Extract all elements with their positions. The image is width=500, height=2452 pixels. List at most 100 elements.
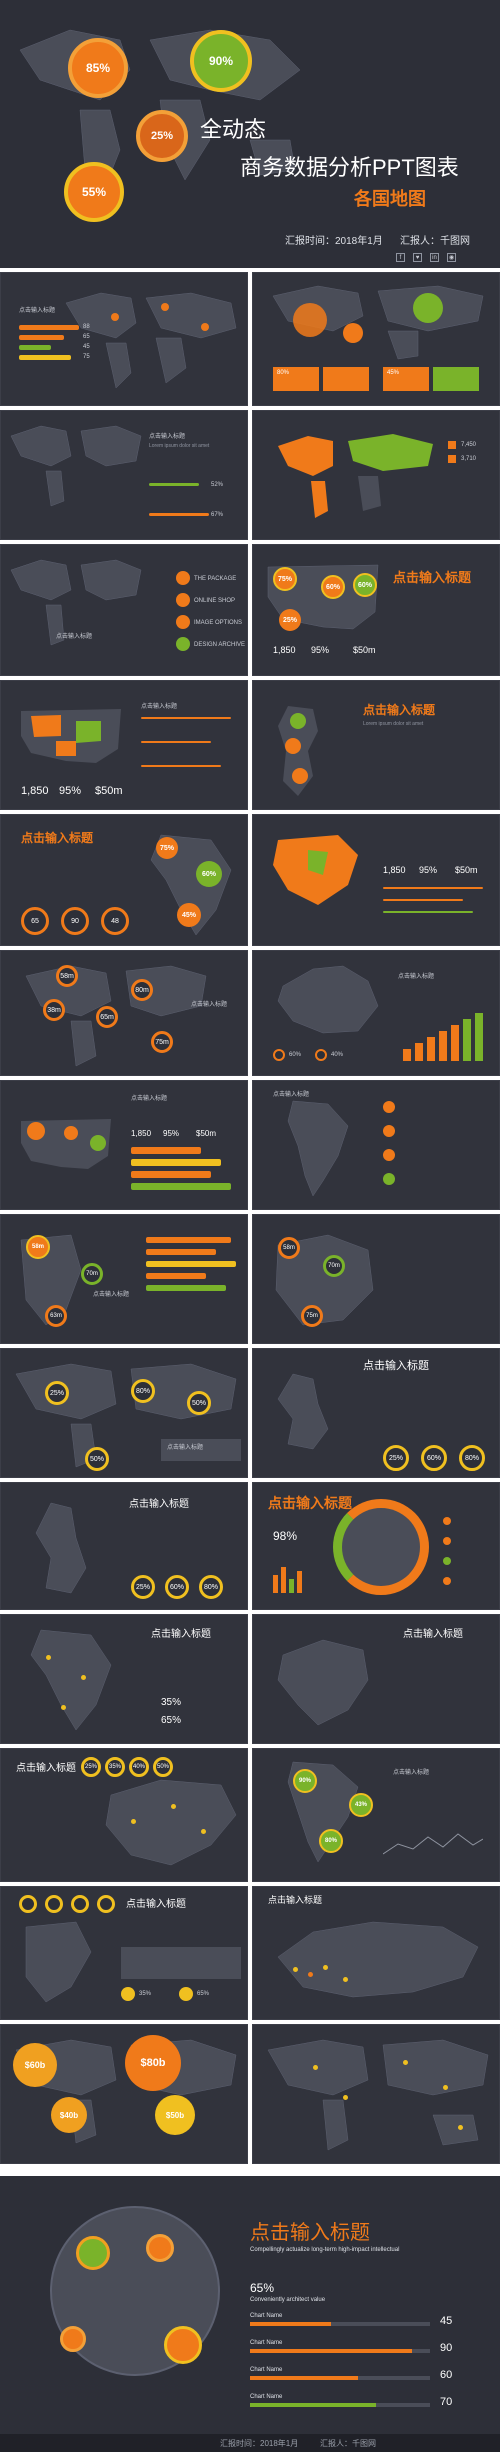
bar-2 [131, 1159, 221, 1166]
country-map [25, 1921, 92, 2003]
percent-40: 40% [331, 1052, 344, 1058]
slide-24: 90% 43% 80% 点击输入标题 [252, 1748, 500, 1882]
progress-bar-2 [149, 513, 209, 516]
final-percent: 65% [250, 2281, 275, 2295]
stat-2: 95% [419, 865, 438, 875]
menu-icon-3[interactable] [176, 615, 190, 629]
hero-reporter: 汇报人：千图网 [400, 236, 470, 247]
map-ring: 58m [56, 965, 78, 987]
hero-title-2: 商务数据分析PPT图表 [240, 155, 459, 180]
world-map [10, 559, 142, 646]
heart-icon[interactable]: ♥ [413, 253, 422, 262]
slide-heading-cn: 点击输入标题 [126, 1899, 186, 1910]
map-pin [201, 1829, 206, 1834]
slide-18: 点击输入标题 25% 60% 80% [252, 1348, 500, 1478]
bar-4 [131, 1183, 231, 1190]
final-bar-name: Chart Name [250, 2313, 283, 2319]
bubble-43: 43% [349, 1793, 373, 1817]
map-bubble [293, 303, 327, 337]
bar-3 [141, 765, 221, 767]
map-pin [81, 1675, 86, 1680]
progress-value-2: 67% [211, 512, 224, 518]
final-bar-track [250, 2322, 430, 2326]
facebook-icon[interactable]: f [396, 253, 405, 262]
ring-65: 65 [21, 907, 49, 935]
map-pin [343, 1977, 348, 1982]
menu-item-3[interactable]: IMAGE OPTIONS [194, 620, 243, 626]
stat-box-value-3: 45% [387, 370, 400, 376]
bubble-60b: 60% [353, 573, 377, 597]
chart-bar [475, 1013, 483, 1061]
label-box [161, 1439, 241, 1461]
menu-icon-4[interactable] [176, 637, 190, 651]
slide-heading: 点击输入标题 [131, 1096, 168, 1102]
stat-1: 1,850 [273, 645, 296, 655]
bubble-75: 75% [273, 567, 297, 591]
world-map [267, 2039, 489, 2151]
list-icon-2 [383, 1125, 395, 1137]
stat-2: 95% [163, 1129, 180, 1138]
bar-1 [141, 717, 231, 719]
stat-box-2 [323, 367, 369, 391]
globe-bubble-orange-3 [164, 2326, 202, 2364]
bubble-60: 60% [196, 861, 222, 887]
legend-dot-2 [443, 1537, 451, 1545]
slide-10: 1,850 95% $50m [252, 814, 500, 946]
bubble-90: 90% [190, 30, 252, 92]
menu-item-1[interactable]: THE PACKAGE [194, 576, 237, 582]
bubble-60b: $60b [13, 2043, 57, 2087]
final-title: 点击输入标题 [250, 2222, 370, 2244]
world-map-colored [278, 434, 433, 518]
camera-icon[interactable]: ◉ [447, 253, 456, 262]
slide-heading-cn: 点击输入标题 [16, 1763, 76, 1774]
stat-2: 95% [59, 785, 82, 797]
menu-icon-1[interactable] [176, 571, 190, 585]
line-sparkline [383, 1833, 483, 1855]
list-icon-3 [383, 1149, 395, 1161]
slide-heading: 点击输入标题 [273, 1092, 310, 1098]
menu-icon-2[interactable] [176, 593, 190, 607]
chart-bar [273, 1575, 278, 1593]
slide-6: 75% 60% 60% 25% 点击输入标题 1,850 95% $50m [252, 544, 500, 676]
final-bar-fill [250, 2403, 376, 2407]
percent-65: 65% [161, 1715, 182, 1726]
bubble-25: 25% [136, 110, 188, 162]
ring-50b: 50% [85, 1447, 109, 1471]
slide-heading-cn: 点击输入标题 [21, 831, 94, 845]
cover-slide: 85% 90% 25% 55% 全动态 商务数据分析PPT图表 各国地图 汇报时… [0, 0, 500, 268]
progress-value-1: 52% [211, 482, 224, 488]
slide-17: 25% 80% 50% 50% 点击输入标题 [0, 1348, 248, 1478]
slide-14: 点击输入标题 [252, 1080, 500, 1210]
bar-5 [146, 1285, 226, 1291]
slide-heading-cn: 点击输入标题 [403, 1629, 463, 1640]
map-pin [313, 2065, 318, 2070]
brazil-map [277, 1639, 369, 1726]
europe-map [105, 1779, 237, 1866]
dot-65 [179, 1987, 193, 2001]
slide-22: 点击输入标题 [252, 1614, 500, 1744]
menu-item-4[interactable]: DESIGN ARCHIVE [194, 642, 246, 648]
hero-title-1: 全动态 [200, 117, 267, 142]
slide-heading: 点击输入标题 [398, 974, 435, 980]
menu-item-2[interactable]: ONLINE SHOP [194, 598, 236, 604]
footer-date: 汇报时间：2018年1月 [220, 2439, 299, 2448]
map-pin [161, 303, 169, 311]
progress-bar-1 [149, 483, 199, 486]
map-pin [403, 2060, 408, 2065]
final-bar-list: Chart Name 45 Chart Name 90 Chart Name 60 Char… [250, 2312, 490, 2424]
value-35: 35% [139, 1991, 152, 1997]
ring-40 [315, 1049, 327, 1061]
bar-3 [19, 345, 51, 350]
slide-15: 58m 70m 63m 点击输入标题 [0, 1214, 248, 1344]
linkedin-icon[interactable]: in [430, 253, 439, 262]
usa-map-colored [21, 709, 121, 763]
hero-date: 汇报时间：2018年1月 [285, 236, 383, 247]
globe-bubble-green [76, 2236, 110, 2270]
slide-8: 点击输入标题 Lorem ipsum dolor sit amet [252, 680, 500, 810]
bubble-75: 75% [156, 837, 178, 859]
bar-chart [403, 1011, 488, 1061]
map-bubble [343, 323, 363, 343]
map-pin [343, 2095, 348, 2100]
map-pin [323, 1965, 328, 1970]
world-map [10, 425, 142, 507]
